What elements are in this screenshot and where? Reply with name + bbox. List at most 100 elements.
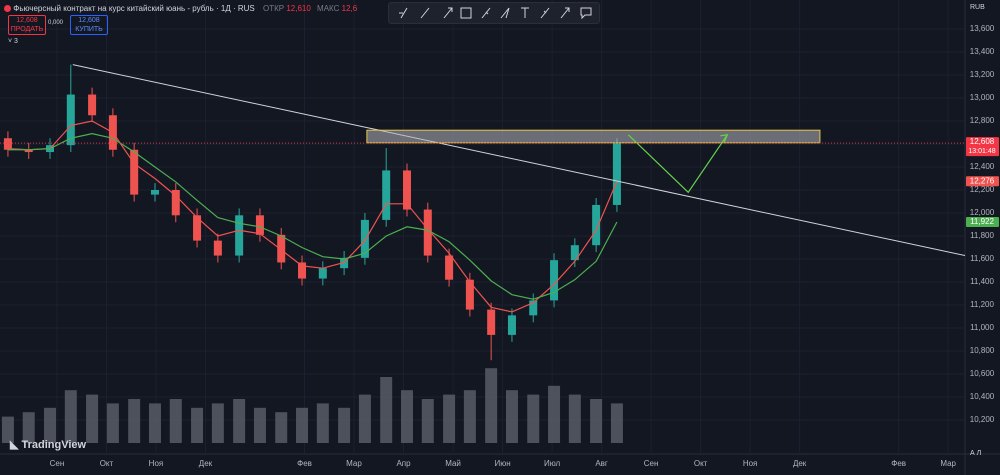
log-button[interactable]: Л — [976, 450, 982, 457]
y-tick-label: 13,000 — [970, 93, 995, 102]
volume-bar — [527, 394, 540, 443]
candle-body — [193, 215, 202, 241]
logo-text: TradingView — [21, 439, 87, 451]
volume-bar — [463, 390, 476, 443]
y-tick-label: 11,800 — [970, 231, 994, 240]
sell-label: ПРОДАТЬ — [10, 26, 44, 33]
ma-label-box — [966, 216, 999, 227]
corner-buttons: А Л — [970, 450, 981, 457]
volume-bar — [548, 385, 561, 443]
y-tick-label: 10,600 — [970, 369, 995, 378]
tool-text[interactable] — [521, 7, 529, 18]
arrow-head — [720, 134, 729, 143]
volume-bar — [400, 390, 413, 443]
tool-brush[interactable] — [481, 7, 491, 19]
y-tick-label: 10,800 — [970, 346, 995, 355]
buy-price: 12,608 — [78, 17, 100, 24]
y-tick-label: 10,200 — [970, 415, 995, 424]
candle-body — [402, 170, 411, 210]
y-tick-label: 10,400 — [970, 392, 995, 401]
y-tick-label: 12,000 — [970, 208, 995, 217]
candle-body — [382, 170, 391, 220]
tool-rectangle[interactable] — [460, 7, 472, 19]
candle-body — [465, 279, 474, 310]
x-tick-label: Июл — [544, 459, 561, 468]
indicators-toggle[interactable]: ˅ 3 — [8, 38, 18, 45]
x-tick-label: Сен — [644, 459, 659, 468]
x-tick-label: Авг — [595, 459, 608, 468]
volume-bar — [610, 403, 623, 443]
tool-arrow[interactable] — [560, 7, 570, 19]
axis-panel — [965, 0, 1000, 475]
tool-ray[interactable] — [443, 7, 453, 19]
candle-body — [150, 190, 159, 195]
volume-bar — [211, 403, 224, 443]
drawing-toolbar — [388, 2, 600, 24]
countdown: 13:01:48 — [968, 148, 995, 155]
volume-bar — [148, 403, 161, 443]
x-tick-label: Ноя — [149, 459, 164, 468]
candle-body — [487, 309, 496, 335]
symbol-icon — [4, 5, 11, 13]
toolbar-icons — [399, 7, 592, 20]
y-tick-label: 11,600 — [970, 254, 994, 263]
volume-bar — [44, 407, 57, 443]
currency[interactable]: RUB — [970, 4, 985, 11]
candle-body — [213, 240, 222, 256]
candle-body — [612, 143, 621, 205]
buy-button[interactable]: 12,608 КУПИТЬ — [70, 15, 108, 35]
tool-cursor[interactable] — [399, 7, 408, 19]
volume-bar — [505, 390, 518, 443]
volume-bar — [191, 407, 204, 443]
volume-bar — [358, 394, 371, 443]
logo: ◣ TradingView — [10, 439, 87, 451]
volume-bar — [338, 407, 351, 443]
high-value: 12,6 — [341, 4, 358, 13]
volume-bar — [380, 377, 393, 443]
candle-body — [592, 204, 601, 246]
y-tick-label: 11,000 — [970, 323, 994, 332]
x-tick-label: Мар — [940, 459, 956, 468]
symbol-bar: Фьючерсный контракт на курс китайский юа… — [4, 4, 357, 13]
sell-price: 12,608 — [16, 17, 38, 24]
x-tick-label: Дек — [793, 459, 807, 468]
volume-bar — [233, 399, 246, 443]
last-price-box — [966, 137, 999, 157]
candle-body — [445, 255, 454, 280]
sell-button[interactable]: 12,608 ПРОДАТЬ — [8, 15, 46, 35]
resistance-zone — [366, 129, 821, 144]
high-label: МАКС — [317, 4, 340, 13]
candle-body — [507, 315, 516, 335]
volume-bar — [421, 399, 434, 443]
candle-body — [235, 215, 244, 256]
x-tick-label: Мар — [346, 459, 362, 468]
x-tick-label: Сен — [50, 459, 65, 468]
x-tick-label: Июн — [494, 459, 510, 468]
candle-body — [298, 262, 307, 279]
x-tick-label: Май — [445, 459, 461, 468]
volume-bar — [106, 403, 119, 443]
candle-body — [255, 215, 264, 235]
volume-bar — [316, 403, 329, 443]
y-tick-label: 13,200 — [970, 70, 995, 79]
indicator-count: 3 — [14, 38, 18, 45]
candle-body — [360, 219, 369, 258]
candle-body — [171, 190, 180, 216]
auto-button[interactable]: А — [970, 450, 975, 457]
x-tick-label: Дек — [199, 459, 213, 468]
volume-bar — [22, 412, 35, 443]
tool-note[interactable] — [580, 7, 592, 20]
tool-trendline[interactable] — [420, 7, 430, 19]
candle-body — [423, 209, 432, 256]
tool-pen[interactable] — [540, 7, 550, 19]
trendline — [72, 64, 966, 257]
symbol-title[interactable]: Фьючерсный контракт на курс китайский юа… — [13, 4, 255, 13]
candle-body — [529, 300, 538, 316]
tool-pitchfork[interactable] — [500, 7, 510, 19]
y-tick-label: 12,200 — [970, 185, 995, 194]
candle-body — [130, 149, 139, 195]
y-tick-label: 11,200 — [970, 300, 994, 309]
candle-body — [24, 149, 33, 153]
open-value: 12,610 — [286, 4, 311, 13]
